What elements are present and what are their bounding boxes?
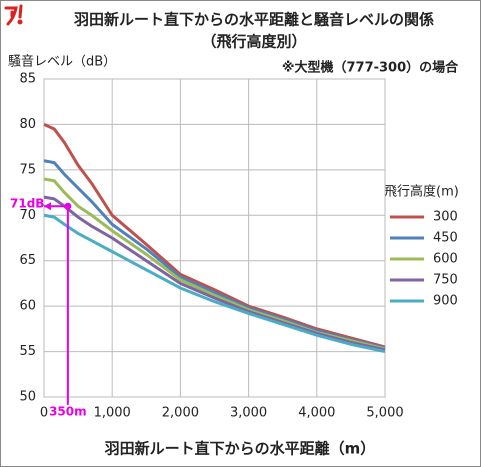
legend-label: 900 xyxy=(433,294,458,309)
y-tick-label: 60 xyxy=(19,299,36,314)
y-tick-label: 55 xyxy=(19,344,36,359)
x-tick-label: 4,000 xyxy=(298,406,335,421)
data-line xyxy=(43,213,386,354)
y-tick-label: 70 xyxy=(19,208,36,223)
legend-title: 飛行高度(m) xyxy=(384,184,459,200)
legend-label: 450 xyxy=(433,231,458,246)
data-line xyxy=(43,159,386,350)
legend-label: 600 xyxy=(433,252,458,267)
x-axis-label: 羽田新ルート直下からの水平距離（m） xyxy=(105,440,376,458)
legend-label: 300 xyxy=(433,210,458,225)
y-tick-label: 75 xyxy=(19,162,36,177)
x-tick-label: 3,000 xyxy=(230,406,267,421)
y-tick-label: 50 xyxy=(19,390,36,405)
logo xyxy=(4,4,23,26)
y-axis-label: 騒音レベル（dB） xyxy=(8,54,116,70)
y-tick-label: 80 xyxy=(19,117,36,132)
annotation-point xyxy=(64,202,72,210)
chart-subtitle: （飛行高度別） xyxy=(201,33,306,51)
y-tick-label: 85 xyxy=(19,72,36,87)
x-tick-label: 2,000 xyxy=(162,406,199,421)
legend-label: 750 xyxy=(433,273,458,288)
chart-title: 羽田新ルート直下からの水平距離と騒音レベルの関係 xyxy=(74,11,434,29)
chart-note: ※大型機（777-300）の場合 xyxy=(282,60,459,76)
annotation-arrow xyxy=(44,202,51,211)
x-tick-label: 1,000 xyxy=(94,406,131,421)
annotation-label: 71dB xyxy=(10,197,44,211)
plot-area xyxy=(43,78,386,398)
y-tick-label: 65 xyxy=(19,253,36,268)
data-line xyxy=(43,123,386,349)
x-tick-label: 5,000 xyxy=(366,406,403,421)
x-tick-label: 0 xyxy=(40,406,48,421)
annotation-label: 350m xyxy=(49,405,87,419)
